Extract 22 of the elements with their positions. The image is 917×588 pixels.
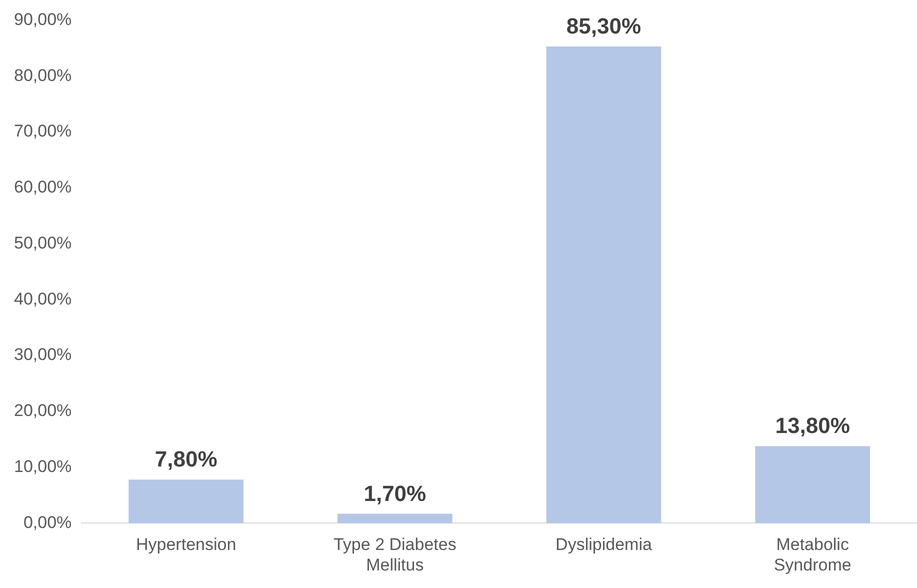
y-tick-label: 90,00%: [14, 10, 72, 29]
y-tick-label: 70,00%: [14, 122, 72, 141]
data-label: 1,70%: [364, 480, 426, 506]
y-tick-label: 10,00%: [14, 457, 72, 476]
y-tick-label: 20,00%: [14, 401, 72, 420]
y-tick-label: 30,00%: [14, 345, 72, 364]
data-label: 13,80%: [775, 413, 850, 438]
x-tick-label: Dyslipidemia: [556, 535, 652, 554]
x-tick-label: Hypertension: [136, 535, 236, 554]
x-tick-label: Metabolic Syndrome: [774, 535, 852, 574]
y-tick-label: 40,00%: [14, 289, 72, 308]
y-tick-label: 80,00%: [14, 66, 72, 85]
bar: [546, 46, 662, 524]
bar: [128, 480, 244, 524]
data-label: 7,80%: [154, 446, 218, 472]
y-tick-label: 60,00%: [14, 178, 72, 197]
bar: [755, 446, 870, 524]
x-tick-label: Type 2 Diabetes Mellitus: [333, 535, 456, 574]
bar: [337, 514, 452, 524]
y-tick-label: 0,00%: [23, 512, 72, 532]
y-tick-label: 50,00%: [14, 233, 72, 252]
data-label: 85,30%: [566, 14, 642, 39]
